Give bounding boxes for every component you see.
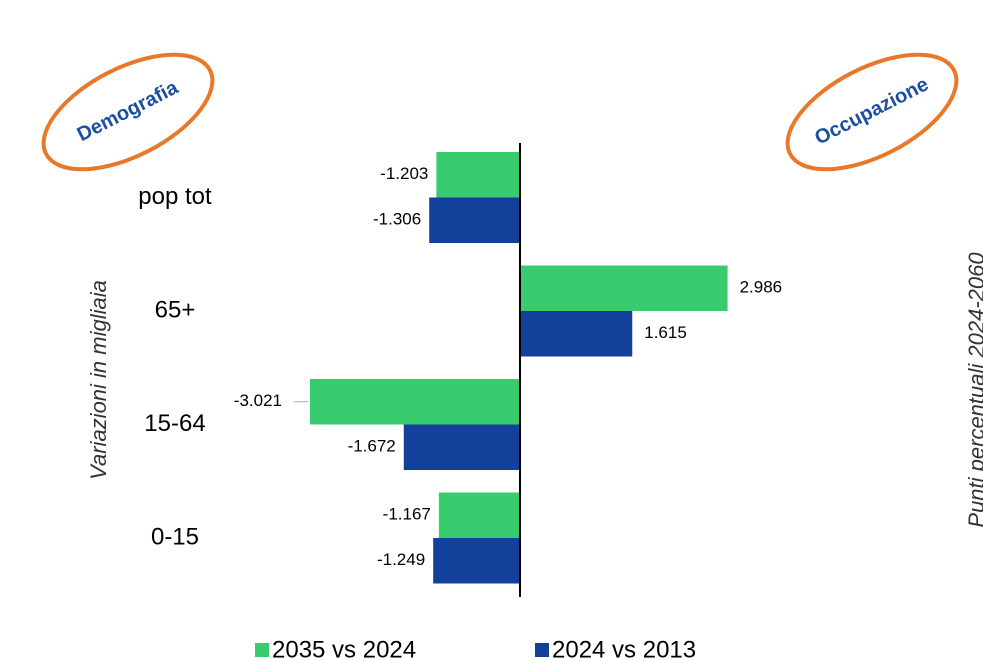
badge-label: Demografia — [74, 76, 183, 146]
legend-label: 2035 vs 2024 — [272, 636, 416, 661]
badge: Occupazione — [785, 52, 959, 172]
y-axis-label: Variazioni in migliaia — [86, 280, 111, 480]
badge-ring — [41, 52, 215, 172]
bar — [403, 424, 520, 470]
value-label: -1.249 — [377, 550, 425, 569]
category-label: 0-15 — [151, 523, 199, 550]
badge-ring — [785, 52, 959, 172]
side-label: Punti percentuali 2024-2060 — [964, 252, 983, 528]
value-label: 2.986 — [740, 278, 783, 297]
legend-swatch — [535, 643, 549, 657]
value-label: -1.672 — [348, 437, 396, 456]
category-label: pop tot — [138, 183, 212, 210]
value-label: -3.021 — [234, 391, 282, 410]
bar — [436, 152, 520, 198]
category-label: 15-64 — [144, 410, 205, 437]
bar — [433, 538, 520, 584]
value-label: -1.203 — [380, 164, 428, 183]
category-label: 65+ — [155, 296, 196, 323]
bar — [520, 311, 633, 357]
value-label: -1.306 — [373, 210, 421, 229]
legend-swatch — [255, 643, 269, 657]
bar — [310, 379, 520, 425]
value-label: -1.167 — [383, 505, 431, 524]
bar — [438, 492, 520, 538]
bar — [520, 265, 728, 311]
bar — [429, 197, 520, 243]
value-label: 1.615 — [644, 323, 687, 342]
legend-label: 2024 vs 2013 — [552, 636, 696, 661]
badge: Demografia — [41, 52, 215, 172]
